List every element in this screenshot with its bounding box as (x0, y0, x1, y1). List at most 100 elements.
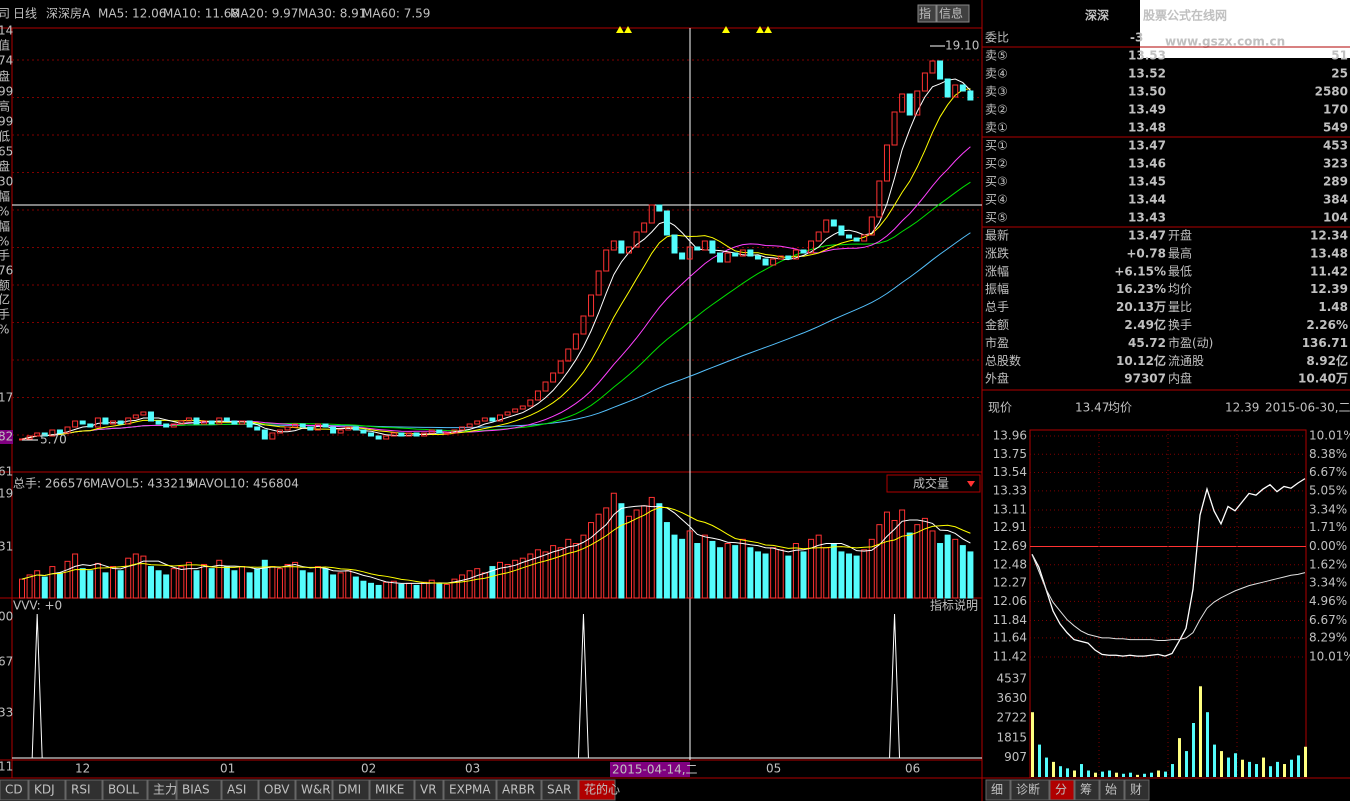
button[interactable] (936, 4, 970, 23)
candle (868, 216, 875, 236)
label: 12.48 (993, 557, 1027, 571)
tab[interactable] (414, 779, 444, 801)
candle (792, 249, 799, 260)
volume-bar (284, 563, 291, 599)
candle (489, 417, 496, 422)
volume-bar (853, 555, 860, 599)
candle (383, 435, 390, 440)
tab[interactable] (1124, 779, 1150, 801)
tab[interactable] (578, 779, 616, 801)
intraday-volume (1290, 759, 1293, 777)
tab[interactable] (65, 779, 103, 801)
label: 6.67% (1309, 613, 1347, 627)
volume-bar (785, 555, 792, 599)
label: 13.47 (1075, 401, 1109, 415)
candle (481, 417, 488, 422)
intraday-volume (1227, 757, 1230, 777)
label: 05 (766, 762, 781, 776)
volume-bar (436, 582, 443, 599)
candle (246, 420, 253, 428)
label: 财 (1130, 783, 1142, 797)
volume-bar (861, 549, 868, 599)
dropdown[interactable] (886, 474, 981, 493)
volume-bar (155, 570, 162, 599)
tab[interactable] (258, 779, 296, 801)
tab[interactable] (496, 779, 542, 801)
volume-bar (679, 538, 686, 599)
tab[interactable] (1049, 779, 1075, 801)
volume-bar (413, 584, 420, 599)
label: 诊断 (1016, 782, 1040, 797)
tab[interactable] (0, 779, 29, 801)
button[interactable] (917, 4, 937, 23)
candle (534, 390, 541, 401)
candle (519, 405, 526, 410)
candle (800, 249, 807, 254)
tab[interactable] (985, 779, 1011, 801)
volume-bar (375, 584, 382, 599)
volume-bar (572, 543, 579, 599)
candle (618, 240, 625, 254)
volume-bar (110, 566, 117, 599)
tab[interactable] (102, 779, 148, 801)
volume-bar (588, 522, 595, 599)
candle (466, 423, 473, 428)
candle (823, 219, 830, 233)
tab[interactable] (176, 779, 222, 801)
label: 分 (1055, 783, 1067, 797)
tab[interactable] (332, 779, 370, 801)
candle (421, 432, 428, 437)
intraday-volume (1115, 772, 1118, 777)
volume-bar (19, 578, 25, 599)
label: 13.48 (1128, 121, 1166, 135)
tab[interactable] (295, 779, 333, 801)
volume-bar (754, 551, 761, 599)
label: 8.92亿 (1306, 353, 1348, 368)
label: 00 (0, 610, 13, 624)
volume-bar (914, 524, 921, 599)
candle (284, 426, 291, 431)
candle (701, 240, 708, 251)
intraday-volume (1234, 753, 1237, 777)
label: 涨幅 (985, 263, 1009, 278)
candle (906, 93, 913, 116)
tab[interactable] (369, 779, 415, 801)
volume-bar (504, 563, 511, 599)
label: EXPMA (449, 783, 491, 797)
tab[interactable] (1074, 779, 1100, 801)
candle (72, 420, 79, 428)
intraday-volume (1129, 772, 1132, 777)
volume-bar (550, 545, 557, 599)
label: 最低 (1168, 264, 1192, 278)
volume-bar (724, 543, 731, 599)
label: 31 (0, 540, 13, 554)
tab[interactable] (1010, 779, 1050, 801)
tab[interactable] (28, 779, 66, 801)
intraday-volume (1101, 771, 1104, 777)
candle (656, 204, 663, 212)
volume-bar (580, 534, 587, 599)
volume-bar (618, 503, 625, 599)
label: 始 (1105, 783, 1117, 797)
tab[interactable] (443, 779, 497, 801)
tab[interactable] (221, 779, 259, 801)
candle (216, 417, 223, 425)
candle (208, 420, 215, 425)
volume-bar (337, 572, 344, 599)
tab[interactable] (1099, 779, 1125, 801)
tab[interactable] (147, 779, 177, 801)
candle (41, 432, 48, 437)
volume-bar (307, 572, 314, 599)
label: 02 (361, 762, 376, 776)
candle (390, 432, 397, 437)
volume-bar (254, 568, 261, 599)
candle (504, 411, 511, 416)
tab[interactable] (541, 779, 579, 801)
volume-bar (747, 547, 754, 599)
intraday-volume (1297, 755, 1300, 777)
intraday-volume (1269, 766, 1272, 777)
label: 14 (0, 24, 13, 38)
label: 13.47 (1128, 229, 1166, 243)
label: VR (420, 783, 437, 797)
candle (337, 429, 344, 434)
